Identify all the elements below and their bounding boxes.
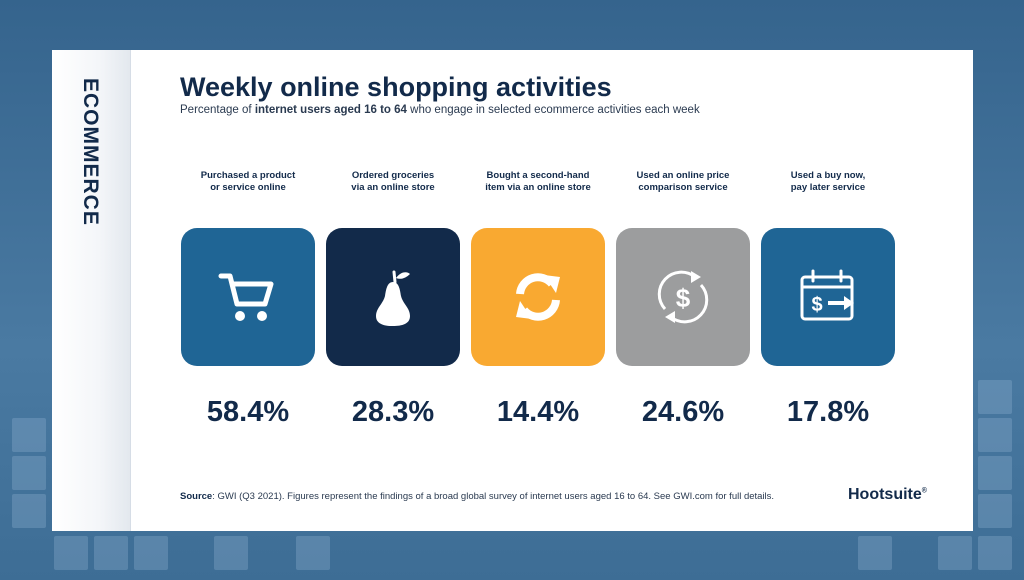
pear-icon (368, 266, 418, 328)
category-label-line: pay later service (790, 182, 866, 193)
bg-tile (12, 456, 46, 490)
category-label-line: via an online store (351, 182, 435, 193)
data-value-label: 14.4% (496, 396, 580, 428)
activity-column: Purchased a product or service online 58.4… (178, 170, 318, 428)
brand-mark: ® (921, 487, 927, 495)
data-value-label: 17.8% (786, 396, 870, 428)
category-label-line: comparison service (638, 182, 728, 193)
chart-subtitle: Percentage of internet users aged 16 to … (180, 104, 700, 116)
bg-tile (938, 536, 972, 570)
svg-text:$: $ (811, 294, 822, 316)
source-label: Source (180, 491, 213, 502)
category-label: Purchased a product or service online (178, 170, 318, 198)
bg-tile (978, 380, 1012, 414)
brand-logo: Hootsuite® (848, 486, 927, 504)
activity-icon-tile (471, 228, 605, 366)
subtitle-prefix: Percentage of (180, 104, 255, 116)
category-label-line: or service online (210, 182, 286, 193)
bg-tile (94, 536, 128, 570)
category-label-line: Used an online price (636, 170, 730, 181)
bg-tile (12, 418, 46, 452)
bg-tile (858, 536, 892, 570)
activity-icon-tile: $ (616, 228, 750, 366)
bg-tile (12, 494, 46, 528)
bg-tile (134, 536, 168, 570)
shopping-cart-icon (217, 266, 279, 328)
brand-name: Hootsuite (848, 486, 922, 503)
source-text: : GWI (Q3 2021). Figures represent the f… (212, 491, 775, 502)
activity-icon-tile: $ (761, 228, 895, 366)
category-label: Used a buy now, pay later service (758, 170, 898, 198)
category-label-line: Bought a second-hand (486, 170, 590, 181)
activity-icon-tile (326, 228, 460, 366)
data-value-label: 28.3% (351, 396, 435, 428)
category-label: Bought a second-hand item via an online s… (468, 170, 608, 198)
category-label-line: Purchased a product (200, 170, 296, 181)
category-label-line: Used a buy now, (790, 170, 866, 181)
activity-column: Used a buy now, pay later service $17.8% (758, 170, 898, 428)
bg-tile (978, 536, 1012, 570)
calendar-dollar-arrow-icon: $ (796, 267, 860, 327)
infographic-card: ECOMMERCE Weekly online shopping activit… (52, 50, 973, 531)
activity-icon-tile (181, 228, 315, 366)
category-label: Used an online price comparison service (613, 170, 753, 198)
activity-column: Bought a second-hand item via an online s… (468, 170, 608, 428)
bg-tile (978, 456, 1012, 490)
category-label: Ordered groceries via an online store (323, 170, 463, 198)
side-strip: ECOMMERCE (52, 50, 131, 531)
bg-tile (214, 536, 248, 570)
activity-column: Used an online price comparison service $2… (613, 170, 753, 428)
source-note: Source: GWI (Q3 2021). Figures represent… (180, 491, 774, 502)
bg-tile (978, 494, 1012, 528)
dollar-cycle-icon: $ (651, 265, 715, 329)
data-value-label: 58.4% (206, 396, 290, 428)
svg-text:$: $ (676, 283, 691, 313)
bg-tile (296, 536, 330, 570)
chart-title: Weekly online shopping activities (180, 72, 612, 102)
category-label-line: Ordered groceries (351, 170, 435, 181)
data-value-label: 24.6% (641, 396, 725, 428)
category-label-line: item via an online store (485, 182, 591, 193)
subtitle-bold: internet users aged 16 to 64 (254, 104, 407, 116)
section-label: ECOMMERCE (79, 78, 102, 226)
subtitle-suffix: who engage in selected ecommerce activit… (406, 104, 700, 116)
bg-tile (978, 418, 1012, 452)
activity-column: Ordered groceries via an online store 28.3… (323, 170, 463, 428)
refresh-arrows-icon (508, 267, 568, 327)
bg-tile (54, 536, 88, 570)
